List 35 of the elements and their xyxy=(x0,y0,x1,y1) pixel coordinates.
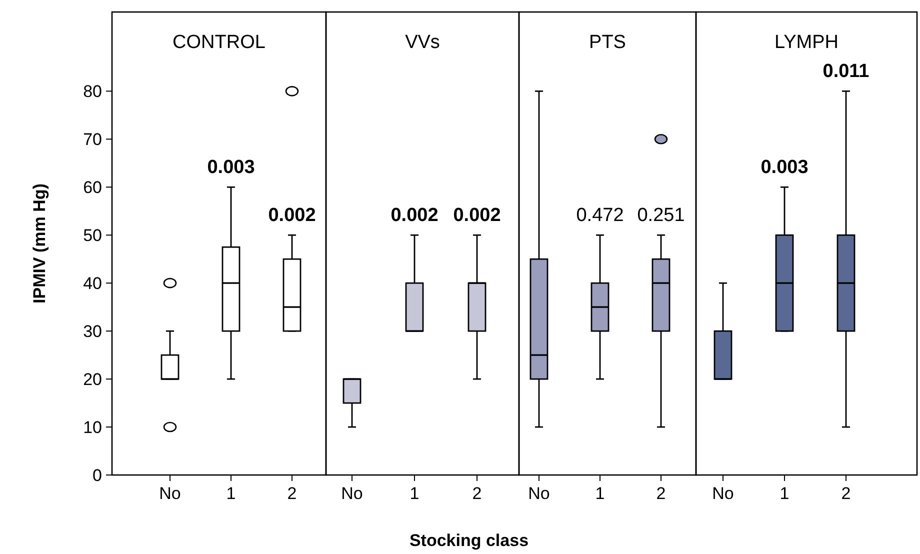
x-tick-label: 2 xyxy=(472,484,482,503)
y-axis-title: IPMIV (mm Hg) xyxy=(30,184,49,304)
x-tick-label: No xyxy=(528,484,550,503)
x-tick-label: 2 xyxy=(287,484,297,503)
annotation: 0.003 xyxy=(207,157,255,178)
x-tick-label: No xyxy=(159,484,181,503)
text: CONTROL xyxy=(172,32,266,53)
annotation: 0.011 xyxy=(822,61,870,82)
y-tick-label: 40 xyxy=(83,274,102,294)
y-tick-label: 80 xyxy=(83,82,102,102)
x-tick-label: No xyxy=(712,484,734,503)
x-axis-title: Stocking class xyxy=(409,531,529,550)
y-tick-label: 30 xyxy=(83,322,102,342)
y-tick-label: 60 xyxy=(83,178,102,198)
annotation: 0.002 xyxy=(390,205,438,226)
y-tick-label: 20 xyxy=(83,370,102,389)
annotation: 0.251 xyxy=(637,205,685,226)
annotation: 0.472 xyxy=(576,205,624,226)
x-tick-label: 1 xyxy=(226,484,236,503)
text: LYMPH xyxy=(774,32,839,53)
text: PTS xyxy=(589,32,626,53)
x-tick-label: 1 xyxy=(595,484,605,503)
annotation: 0.002 xyxy=(453,205,501,226)
y-tick-label: 70 xyxy=(83,130,102,150)
annotation: 0.003 xyxy=(760,157,808,178)
text: VVs xyxy=(405,32,440,53)
x-tick-label: No xyxy=(341,484,363,503)
x-tick-label: 1 xyxy=(780,484,790,503)
y-tick-label: 0 xyxy=(92,466,102,485)
x-tick-label: 2 xyxy=(656,484,666,503)
y-tick-label: 10 xyxy=(83,418,102,437)
y-tick-label: 50 xyxy=(83,226,102,246)
annotation: 0.002 xyxy=(268,205,316,226)
x-tick-label: 1 xyxy=(410,484,420,503)
x-tick-label: 2 xyxy=(841,484,851,503)
